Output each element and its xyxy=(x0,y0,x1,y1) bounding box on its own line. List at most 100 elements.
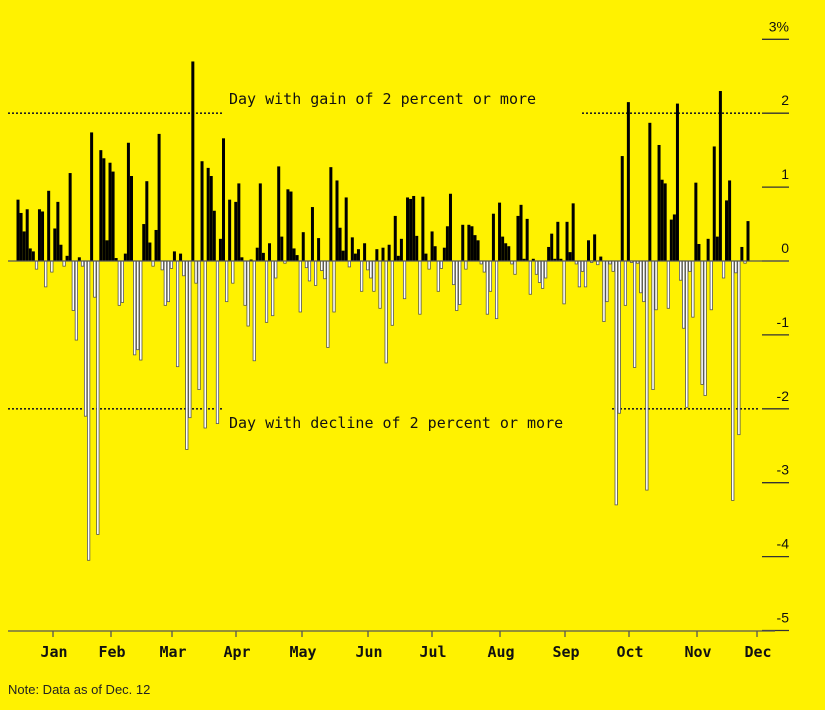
bar-decline xyxy=(34,260,39,270)
bar-gain xyxy=(445,226,449,261)
y-tick-label: -1 xyxy=(777,314,790,330)
bar-decline xyxy=(96,260,100,535)
bar-gain xyxy=(519,204,523,261)
x-tick-label: Feb xyxy=(98,643,125,661)
bar-gain xyxy=(461,224,465,261)
bar-gain xyxy=(258,183,262,261)
bar-decline xyxy=(639,260,643,294)
bar-decline xyxy=(390,260,394,326)
bar-decline xyxy=(645,260,649,491)
x-tick-label: Aug xyxy=(487,643,514,661)
bar-gain xyxy=(53,228,57,261)
x-tick-label: Jan xyxy=(40,643,67,661)
bar-gain xyxy=(399,238,403,261)
bar-decline xyxy=(44,260,48,288)
bar-decline xyxy=(74,260,78,341)
bar-gain xyxy=(218,238,222,261)
bar-decline xyxy=(246,260,250,327)
bar-decline xyxy=(458,260,462,306)
bar-gain xyxy=(154,229,158,261)
bar-gain xyxy=(442,247,446,261)
bar-gain xyxy=(550,233,554,261)
bar-gain xyxy=(553,258,557,261)
bar-gain xyxy=(65,255,69,261)
bar-gain xyxy=(237,183,241,261)
bar-gain xyxy=(335,180,339,261)
bar-decline xyxy=(197,260,201,390)
bar-gain xyxy=(108,162,112,261)
bar-gain xyxy=(712,146,716,261)
bar-gain xyxy=(571,203,575,261)
bar-decline xyxy=(50,260,54,273)
bar-decline xyxy=(71,260,75,311)
bar-gain xyxy=(356,249,360,261)
bar-decline xyxy=(332,260,336,313)
y-tick-label: 0 xyxy=(781,240,789,256)
bar-gain xyxy=(409,198,413,261)
bar-gain xyxy=(209,176,213,261)
bar-decline xyxy=(494,260,499,320)
bar-decline xyxy=(562,260,566,305)
bar-gain xyxy=(728,180,732,261)
bar-decline xyxy=(163,260,167,306)
bar-gain xyxy=(746,221,750,261)
bar-gain xyxy=(556,221,560,261)
bar-gain xyxy=(715,236,719,261)
bar-decline xyxy=(540,260,545,289)
y-tick-label: -2 xyxy=(777,388,790,404)
bar-gain xyxy=(387,244,391,261)
x-tick-label: Mar xyxy=(159,643,186,661)
bar-gain xyxy=(286,189,290,261)
bar-gain xyxy=(341,250,345,261)
bar-gain xyxy=(102,158,106,261)
bar-decline xyxy=(700,260,704,385)
bar-gain xyxy=(59,244,63,261)
bar-gain xyxy=(179,253,183,261)
bar-gain xyxy=(568,252,572,261)
reference-label: Day with gain of 2 percent or more xyxy=(229,90,536,108)
x-tick-label: Apr xyxy=(223,643,250,661)
bar-gain xyxy=(114,258,118,261)
bar-decline xyxy=(455,260,459,311)
bar-gain xyxy=(292,248,296,261)
bar-decline xyxy=(160,260,164,271)
bar-gain xyxy=(77,257,81,261)
bar-gain xyxy=(467,224,471,261)
bar-decline xyxy=(537,260,542,283)
x-tick-label: Dec xyxy=(744,643,771,661)
bar-gain xyxy=(501,236,505,261)
bar-gain xyxy=(525,218,529,261)
bar-decline xyxy=(271,260,275,317)
bar-gain xyxy=(280,236,284,261)
bar-decline xyxy=(580,260,585,272)
bar-decline xyxy=(482,260,486,273)
bar-decline xyxy=(703,260,707,396)
bar-decline xyxy=(654,260,658,311)
bar-decline xyxy=(323,260,327,280)
bar-gain xyxy=(222,138,226,261)
bar-decline xyxy=(623,260,628,306)
y-tick-label: -3 xyxy=(777,462,790,478)
bar-gain xyxy=(657,144,661,261)
bar-gain xyxy=(547,246,551,261)
bar-gain xyxy=(491,213,495,261)
bar-decline xyxy=(544,260,548,279)
x-tick-label: Sep xyxy=(552,643,579,661)
bar-decline xyxy=(117,260,121,306)
bar-gain xyxy=(412,195,416,261)
x-tick-label: Oct xyxy=(616,643,643,661)
bar-gain xyxy=(295,255,299,261)
bar-gain xyxy=(329,167,333,261)
bar-gain xyxy=(206,167,210,261)
bar-decline xyxy=(488,260,493,292)
bar-gain xyxy=(648,122,652,261)
bar-gain xyxy=(148,242,152,261)
bar-gain xyxy=(47,190,51,261)
bar-gain xyxy=(718,91,722,261)
bar-gain xyxy=(507,246,511,261)
bar-decline xyxy=(682,260,686,329)
bar-gain xyxy=(255,247,259,261)
bar-decline xyxy=(151,260,155,267)
bar-gain xyxy=(620,156,624,261)
bar-decline xyxy=(264,260,269,323)
